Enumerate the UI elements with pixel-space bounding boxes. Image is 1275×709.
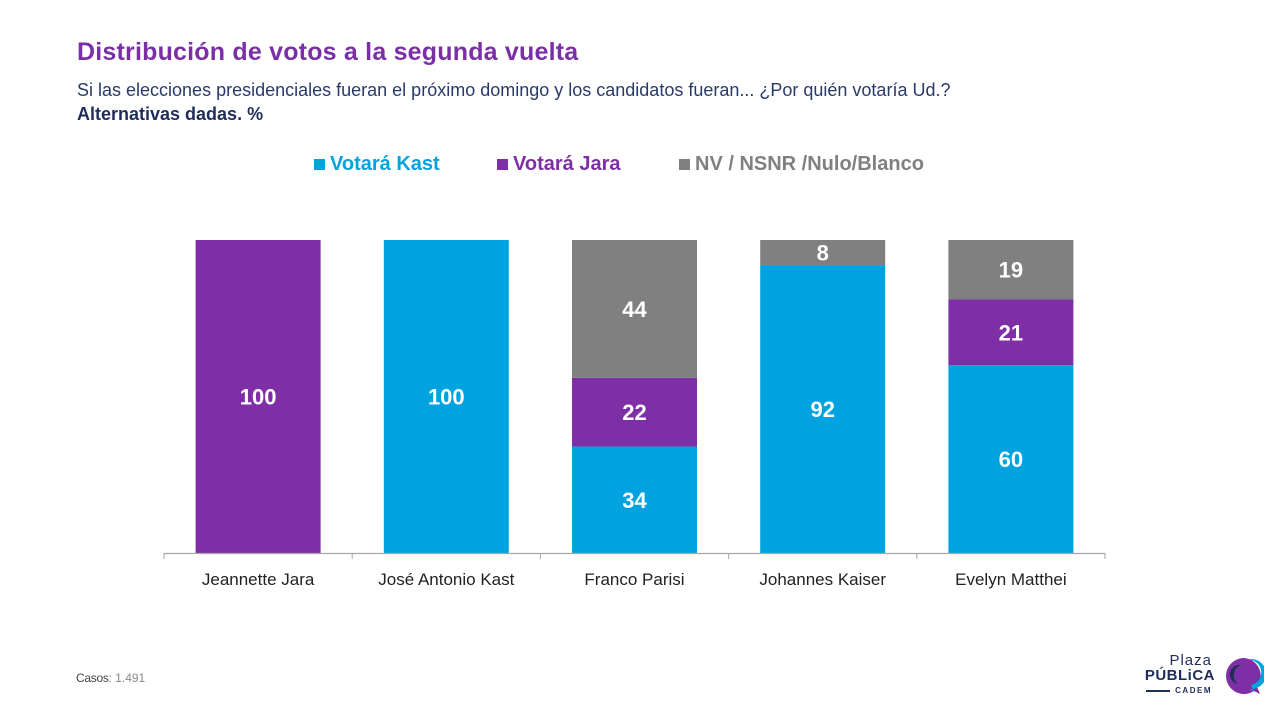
category-label: José Antonio Kast <box>378 570 514 589</box>
bar-segment <box>948 299 1074 366</box>
legend-item-kast: Votará Kast <box>314 153 440 176</box>
bar-segment <box>572 446 697 553</box>
speech-bubble-logo-icon <box>1226 658 1264 694</box>
value-label: 100 <box>428 385 465 410</box>
bar-segment <box>760 240 886 266</box>
bar-segment <box>760 265 886 553</box>
legend-item-jara: Votará Jara <box>497 153 620 176</box>
legend-swatch-kast <box>314 159 325 170</box>
footer-cases: Casos: 1.491 <box>76 671 145 685</box>
logo-text-plaza: Plaza <box>1169 652 1212 669</box>
value-label: 22 <box>622 400 646 425</box>
chart-subtitle: Si las elecciones presidenciales fueran … <box>77 80 951 100</box>
value-label: 44 <box>622 297 647 322</box>
logo-text-cadem: CADEM <box>1175 686 1212 695</box>
chart-unit-note: Alternativas dadas. % <box>77 104 264 124</box>
cases-value: : 1.491 <box>108 671 146 685</box>
bar-segment <box>948 240 1074 300</box>
category-label: Johannes Kaiser <box>759 570 886 589</box>
value-label: 19 <box>999 258 1023 283</box>
legend-swatch-jara <box>497 159 508 170</box>
legend-label-jara: Votará Jara <box>513 153 621 175</box>
category-label: Jeannette Jara <box>202 570 315 589</box>
value-label: 21 <box>999 320 1023 345</box>
bar-segment <box>572 377 697 447</box>
legend-item-nv: NV / NSNR /Nulo/Blanco <box>679 153 924 176</box>
value-label: 92 <box>810 397 834 422</box>
category-label: Evelyn Matthei <box>955 570 1067 589</box>
legend-label-kast: Votará Kast <box>330 153 440 175</box>
bar-segment <box>572 240 697 378</box>
bar-segment <box>383 240 509 553</box>
legend-swatch-nv <box>679 159 690 170</box>
bar-segment <box>948 365 1074 553</box>
bars-group <box>195 240 1074 553</box>
value-labels-group: 100 100 34 22 44 92 8 60 21 19 <box>240 241 1023 513</box>
bar-segment <box>195 240 321 553</box>
logo-text-publica: PÚBLiCA <box>1144 667 1215 684</box>
logo-rule <box>1146 690 1170 692</box>
value-label: 60 <box>999 447 1023 472</box>
chart-title: Distribución de votos a la segunda vuelt… <box>77 38 579 66</box>
value-label: 34 <box>622 488 647 513</box>
legend: Votará Kast Votará Jara NV / NSNR /Nulo/… <box>0 153 1275 179</box>
value-label: 100 <box>240 385 277 410</box>
category-label: Franco Parisi <box>584 570 684 589</box>
value-label: 8 <box>817 241 829 266</box>
cases-label: Casos <box>76 671 109 685</box>
legend-label-nv: NV / NSNR /Nulo/Blanco <box>695 153 924 175</box>
plaza-publica-cadem-logo: Plaza PÚBLiCA CADEM <box>1144 652 1264 702</box>
x-axis: Jeannette Jara José Antonio Kast Franco Pa… <box>163 552 1106 589</box>
